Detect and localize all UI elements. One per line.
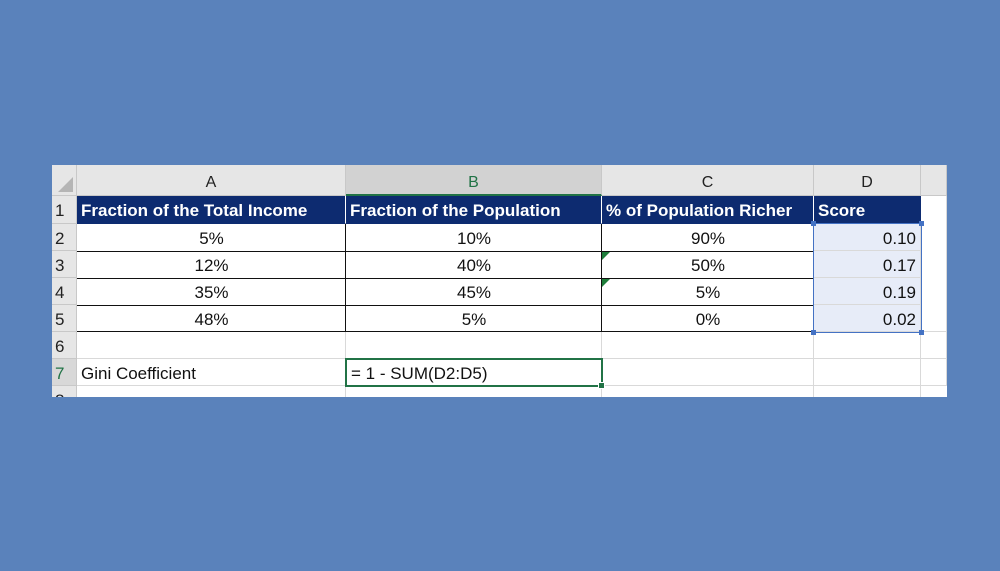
column-header-e[interactable] [921,165,947,196]
row-header-2[interactable]: 2 [52,224,77,251]
cell-a8[interactable] [77,386,346,397]
row-header-1[interactable]: 1 [52,196,77,224]
cell-c7[interactable] [602,359,814,386]
spreadsheet-grid: A B C D 1 2 3 4 5 6 7 8 Fraction of the … [52,165,947,397]
cell-b5[interactable]: 5% [461,310,487,329]
cell-c2[interactable]: 90% [690,229,726,248]
row-header-5[interactable]: 5 [52,305,77,332]
table-border-line [601,224,602,332]
row-header-6[interactable]: 6 [52,332,77,359]
column-e-cells[interactable] [921,196,947,332]
header-cell-richer[interactable]: % of Population Richer [602,196,814,224]
row-header-4[interactable]: 4 [52,278,77,305]
cell-d8[interactable] [814,386,921,397]
column-header-b[interactable]: B [346,165,602,196]
cell-d7[interactable] [814,359,921,386]
cell-a3[interactable]: 12% [194,256,229,275]
range-handle[interactable] [919,221,924,226]
column-header-d[interactable]: D [814,165,921,196]
table-border-line [345,224,346,332]
cell-d2[interactable]: 0.10 [814,224,921,251]
cell-a2[interactable]: 5% [199,229,224,248]
row-header-7[interactable]: 7 [52,359,77,386]
column-header-c[interactable]: C [602,165,814,196]
cell-c4[interactable]: 5% [695,283,721,302]
cell-a5[interactable]: 48% [194,310,229,329]
error-indicator-icon[interactable] [602,252,610,260]
range-handle[interactable] [811,221,816,226]
cell-b4[interactable]: 45% [456,283,492,302]
header-cell-income[interactable]: Fraction of the Total Income [77,196,346,224]
fill-handle[interactable] [598,382,605,389]
cell-d5[interactable]: 0.02 [814,305,921,332]
cell-b3[interactable]: 40% [456,256,492,275]
select-all-triangle-icon [58,177,73,192]
header-cell-score[interactable]: Score [814,196,921,224]
header-cell-population[interactable]: Fraction of the Population [346,196,602,224]
error-indicator-icon[interactable] [602,279,610,287]
cell-c6[interactable] [602,332,814,359]
column-header-a[interactable]: A [77,165,346,196]
cell-e7[interactable] [921,359,947,386]
table-border-line [813,224,814,332]
gini-label-cell[interactable]: Gini Coefficient [77,359,346,386]
cell-b8[interactable] [346,386,602,397]
cell-a4[interactable]: 35% [194,283,229,302]
cell-b6[interactable] [346,332,602,359]
formula-text: = 1 - SUM(D2:D5) [351,364,488,383]
active-cell-b7[interactable]: = 1 - SUM(D2:D5) [345,358,605,389]
row-header-3[interactable]: 3 [52,251,77,278]
select-all-button[interactable] [52,165,77,196]
cell-b2[interactable]: 10% [456,229,492,248]
cell-d3[interactable]: 0.17 [814,251,921,278]
table-border-line [77,278,814,279]
cell-c5[interactable]: 0% [695,310,721,329]
range-handle[interactable] [919,330,924,335]
cell-c3[interactable]: 50% [690,256,726,275]
table-border-line [77,305,814,306]
cell-d6[interactable] [814,332,921,359]
cell-c8[interactable] [602,386,814,397]
cell-a6[interactable] [77,332,346,359]
cell-e6[interactable] [921,332,947,359]
range-handle[interactable] [811,330,816,335]
cell-d4[interactable]: 0.19 [814,278,921,305]
table-border-line [77,331,814,332]
table-border-line [77,251,814,252]
row-header-8[interactable]: 8 [52,386,77,397]
